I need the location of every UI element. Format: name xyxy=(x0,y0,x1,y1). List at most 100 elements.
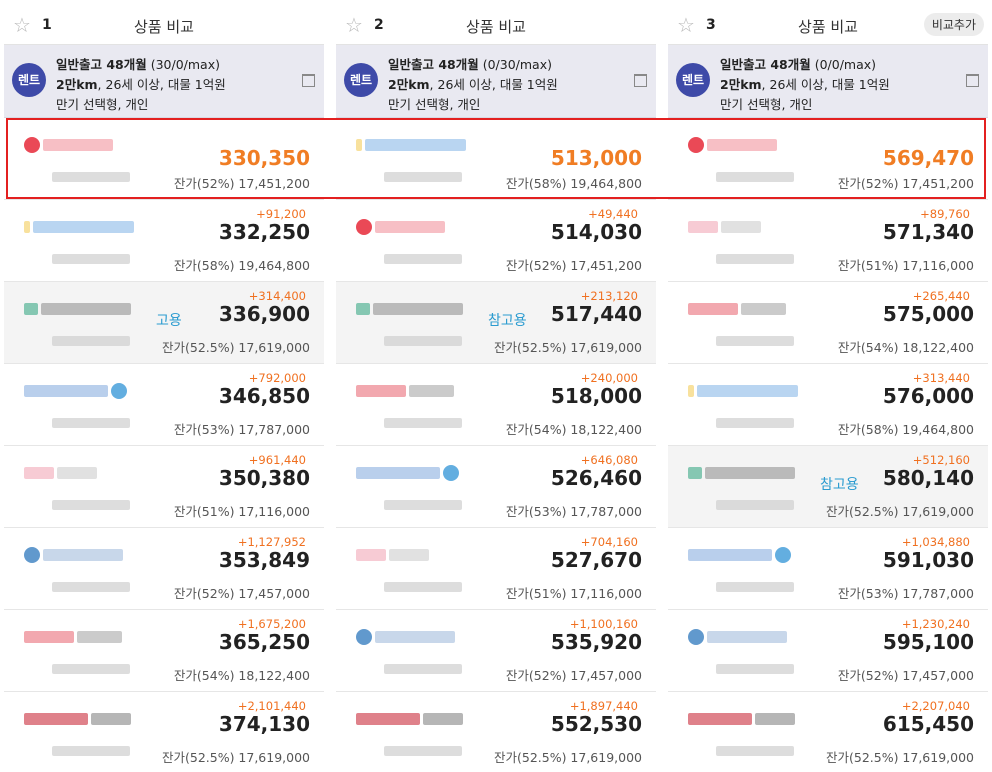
quote-row[interactable]: +792,000 346,850 잔가(53%) 17,787,000 xyxy=(4,364,324,446)
residual-value: 잔가(54%) 18,122,400 xyxy=(173,668,310,683)
quote-row[interactable]: +1,127,952 353,849 잔가(52%) 17,457,000 xyxy=(4,528,324,610)
reference-label: 고용 xyxy=(156,313,182,329)
logo-mark xyxy=(24,385,108,397)
condition-line-mileage: 2만km, 26세 이상, 대물 1억원 xyxy=(720,74,890,93)
logo-mark xyxy=(707,139,777,151)
monthly-price: 330,350 xyxy=(218,146,310,170)
price-difference: +704,160 xyxy=(580,535,638,549)
term-bold: 일반출고 48개월 xyxy=(56,57,147,72)
logo-mark xyxy=(375,631,455,643)
logo-mark xyxy=(41,303,131,315)
quote-row[interactable]: +512,160 참고용 580,140 잔가(52.5%) 17,619,000 xyxy=(668,446,988,528)
logo-mark xyxy=(356,219,372,235)
monthly-price: 615,450 xyxy=(882,712,974,736)
logo-mark xyxy=(443,465,459,481)
residual-value: 잔가(52%) 17,457,000 xyxy=(837,668,974,683)
quote-row[interactable]: +646,080 526,460 잔가(53%) 17,787,000 xyxy=(336,446,656,528)
quote-row[interactable]: +1,034,880 591,030 잔가(53%) 17,787,000 xyxy=(668,528,988,610)
residual-value: 잔가(52.5%) 17,619,000 xyxy=(493,750,642,765)
quote-row[interactable]: +265,440 575,000 잔가(54%) 18,122,400 xyxy=(668,282,988,364)
quote-row[interactable]: +91,200 332,250 잔가(58%) 19,464,800 xyxy=(4,200,324,282)
quote-row[interactable]: +314,400 고용 336,900 잔가(52.5%) 17,619,000 xyxy=(4,282,324,364)
quote-row[interactable]: +704,160 527,670 잔가(51%) 17,116,000 xyxy=(336,528,656,610)
logo-mark xyxy=(389,549,429,561)
logo-mark xyxy=(24,221,30,233)
residual-value: 잔가(52.5%) 17,619,000 xyxy=(825,504,974,519)
window-icon[interactable] xyxy=(634,74,647,87)
logo-mark xyxy=(705,467,795,479)
column-title: 상품 비교 xyxy=(466,18,526,36)
lender-logo-icon xyxy=(24,464,134,482)
lender-sublabel xyxy=(52,172,130,182)
lender-sublabel xyxy=(52,500,130,510)
lender-sublabel xyxy=(384,254,462,264)
residual-value: 잔가(52%) 17,457,000 xyxy=(505,668,642,683)
favorite-star-icon[interactable]: ☆ xyxy=(677,13,695,37)
price-difference: +646,080 xyxy=(580,453,638,467)
monthly-price: 591,030 xyxy=(882,548,974,572)
column-title: 상품 비교 xyxy=(134,18,194,36)
logo-mark xyxy=(356,139,362,151)
quote-row[interactable]: 330,350 잔가(52%) 17,451,200 xyxy=(4,118,324,200)
logo-mark xyxy=(721,221,761,233)
residual-value: 잔가(52.5%) 17,619,000 xyxy=(161,750,310,765)
favorite-star-icon[interactable]: ☆ xyxy=(13,13,31,37)
residual-value: 잔가(52.5%) 17,619,000 xyxy=(825,750,974,765)
quote-row[interactable]: +2,101,440 374,130 잔가(52.5%) 17,619,000 xyxy=(4,692,324,772)
quote-row[interactable]: +1,230,240 595,100 잔가(52%) 17,457,000 xyxy=(668,610,988,692)
lender-sublabel xyxy=(52,336,130,346)
price-difference: +91,200 xyxy=(256,207,306,221)
price-difference: +1,897,440 xyxy=(569,699,638,713)
reference-label: 참고용 xyxy=(820,477,859,493)
logo-mark xyxy=(356,629,372,645)
lender-logo-icon xyxy=(24,382,134,400)
monthly-price: 365,250 xyxy=(218,630,310,654)
quote-row[interactable]: +240,000 518,000 잔가(54%) 18,122,400 xyxy=(336,364,656,446)
logo-mark xyxy=(688,137,704,153)
residual-value: 잔가(51%) 17,116,000 xyxy=(173,504,310,519)
rent-badge: 렌트 xyxy=(12,63,46,97)
logo-mark xyxy=(741,303,786,315)
residual-value: 잔가(53%) 17,787,000 xyxy=(837,586,974,601)
quote-row[interactable]: +313,440 576,000 잔가(58%) 19,464,800 xyxy=(668,364,988,446)
lender-logo-icon xyxy=(356,300,466,318)
lender-sublabel xyxy=(384,500,462,510)
monthly-price: 576,000 xyxy=(882,384,974,408)
logo-mark xyxy=(755,713,795,725)
lender-sublabel xyxy=(384,418,462,428)
quote-row[interactable]: +1,100,160 535,920 잔가(52%) 17,457,000 xyxy=(336,610,656,692)
add-compare-button[interactable]: 비교추가 xyxy=(923,13,984,36)
lender-logo-icon xyxy=(688,300,798,318)
quote-row[interactable]: +89,760 571,340 잔가(51%) 17,116,000 xyxy=(668,200,988,282)
window-icon[interactable] xyxy=(302,74,315,87)
condition-panel: 렌트 일반출고 48개월 (0/0/max) 2만km, 26세 이상, 대물 1억… xyxy=(668,45,988,118)
quote-row[interactable]: +2,207,040 615,450 잔가(52.5%) 17,619,000 xyxy=(668,692,988,772)
term-detail: (0/30/max) xyxy=(478,57,552,72)
lender-logo-icon xyxy=(688,136,798,154)
residual-value: 잔가(52.5%) 17,619,000 xyxy=(161,340,310,355)
quote-row[interactable]: +213,120 참고용 517,440 잔가(52.5%) 17,619,000 xyxy=(336,282,656,364)
monthly-price: 332,250 xyxy=(218,220,310,244)
mileage-detail: , 26세 이상, 대물 1억원 xyxy=(761,77,890,92)
monthly-price: 513,000 xyxy=(550,146,642,170)
quote-row[interactable]: 513,000 잔가(58%) 19,464,800 xyxy=(336,118,656,200)
lender-sublabel xyxy=(384,664,462,674)
price-difference: +1,230,240 xyxy=(901,617,970,631)
favorite-star-icon[interactable]: ☆ xyxy=(345,13,363,37)
monthly-price: 517,440 xyxy=(550,302,642,326)
monthly-price: 535,920 xyxy=(550,630,642,654)
lender-logo-icon xyxy=(356,136,466,154)
residual-value: 잔가(58%) 19,464,800 xyxy=(505,176,642,191)
price-difference: +961,440 xyxy=(248,453,306,467)
monthly-price: 374,130 xyxy=(218,712,310,736)
quote-row[interactable]: 569,470 잔가(52%) 17,451,200 xyxy=(668,118,988,200)
quote-row[interactable]: +961,440 350,380 잔가(51%) 17,116,000 xyxy=(4,446,324,528)
quote-row[interactable]: +49,440 514,030 잔가(52%) 17,451,200 xyxy=(336,200,656,282)
quote-row[interactable]: +1,675,200 365,250 잔가(54%) 18,122,400 xyxy=(4,610,324,692)
quote-row[interactable]: +1,897,440 552,530 잔가(52.5%) 17,619,000 xyxy=(336,692,656,772)
window-icon[interactable] xyxy=(966,74,979,87)
lender-sublabel xyxy=(716,582,794,592)
logo-mark xyxy=(24,137,40,153)
lender-logo-icon xyxy=(24,300,134,318)
lender-logo-icon xyxy=(356,546,466,564)
